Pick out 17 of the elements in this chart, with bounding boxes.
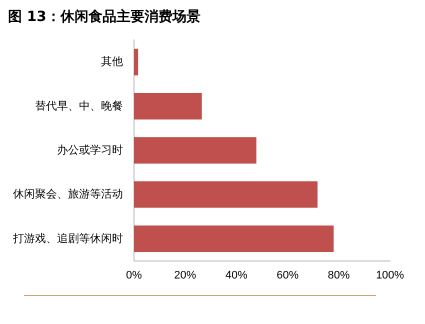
chart-title: 图 13：休闲食品主要消费场景 <box>8 8 200 26</box>
x-tick-label: 100% <box>376 269 404 282</box>
y-tick-label: 打游戏、追剧等休闲时 <box>12 232 123 245</box>
bar <box>134 181 318 208</box>
x-tick-label: 40% <box>225 269 248 282</box>
x-tick-label: 0% <box>126 269 142 282</box>
bar <box>134 48 138 76</box>
y-tick-label: 休闲聚会、旅游等活动 <box>13 188 123 201</box>
y-tick-label: 其他 <box>101 55 123 68</box>
y-tick-label: 替代早、中、晚餐 <box>35 99 123 112</box>
bar <box>134 137 256 164</box>
bar <box>134 92 202 120</box>
y-tick-label: 办公或学习时 <box>57 143 123 156</box>
bar <box>134 225 334 252</box>
x-tick-label: 80% <box>328 269 350 282</box>
x-tick-label: 60% <box>276 269 299 282</box>
x-tick-label: 20% <box>174 269 196 282</box>
